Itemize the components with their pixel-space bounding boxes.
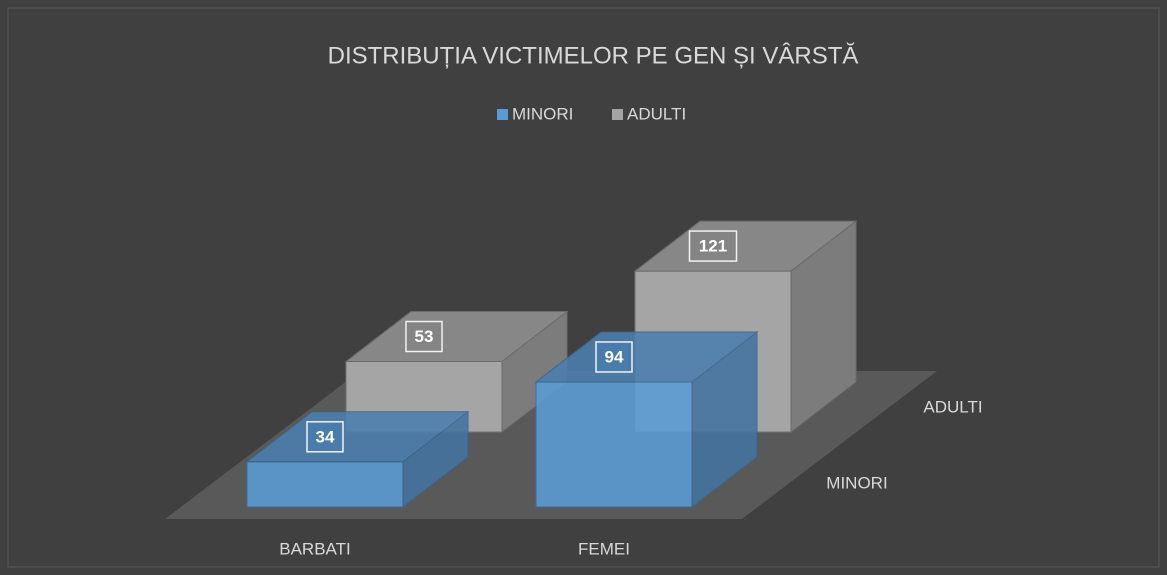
data-label: 121 — [699, 237, 727, 256]
legend-swatch — [497, 109, 508, 120]
depth-label: ADULTI — [923, 397, 982, 416]
x-tick-label: BARBATI — [279, 539, 350, 558]
bar — [534, 330, 759, 509]
data-label-box — [688, 230, 738, 262]
bar-top — [534, 331, 759, 383]
data-label: 34 — [316, 427, 335, 446]
depth-label: MINORI — [826, 473, 887, 492]
bar-top — [344, 311, 569, 363]
legend-label: ADULTI — [627, 104, 686, 123]
chart-border — [7, 7, 1160, 568]
data-label: 94 — [605, 347, 624, 366]
chart-title: DISTRIBUȚIA VICTIMELOR PE GEN ȘI VÂRSTĂ — [328, 42, 859, 69]
legend-swatch — [612, 109, 623, 120]
bar — [245, 410, 470, 509]
bar — [344, 310, 569, 434]
bar-front — [246, 461, 404, 508]
data-label-box — [595, 341, 633, 373]
legend-label: MINORI — [512, 104, 573, 123]
bar-front — [535, 381, 693, 508]
bar-top — [245, 411, 470, 463]
data-label-box — [306, 421, 344, 453]
data-label-box — [405, 320, 443, 353]
x-tick-label: FEMEI — [578, 539, 630, 558]
data-label: 53 — [415, 327, 434, 346]
